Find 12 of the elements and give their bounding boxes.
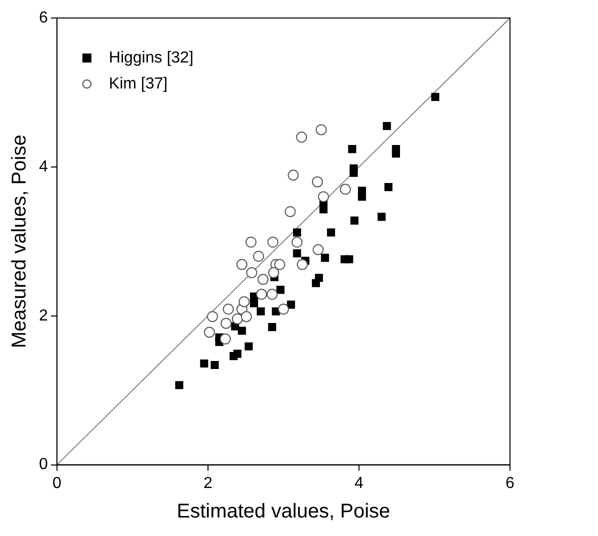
y-tick-label: 0 bbox=[38, 456, 48, 474]
y-tick-label: 2 bbox=[38, 307, 48, 324]
x-tick-label: 0 bbox=[52, 474, 62, 492]
legend-label: Kim [37] bbox=[108, 75, 168, 92]
legend-label: Higgins [32] bbox=[108, 49, 194, 66]
y-axis-title: Measured values, Poise bbox=[8, 134, 31, 348]
x-tick-label: 2 bbox=[203, 474, 212, 492]
x-axis-title: Estimated values, Poise bbox=[176, 500, 390, 523]
x-tick-label: 6 bbox=[506, 474, 515, 492]
x-tick-label: 4 bbox=[354, 474, 364, 492]
y-tick-label: 6 bbox=[38, 9, 48, 26]
y-tick-label: 4 bbox=[38, 158, 48, 176]
